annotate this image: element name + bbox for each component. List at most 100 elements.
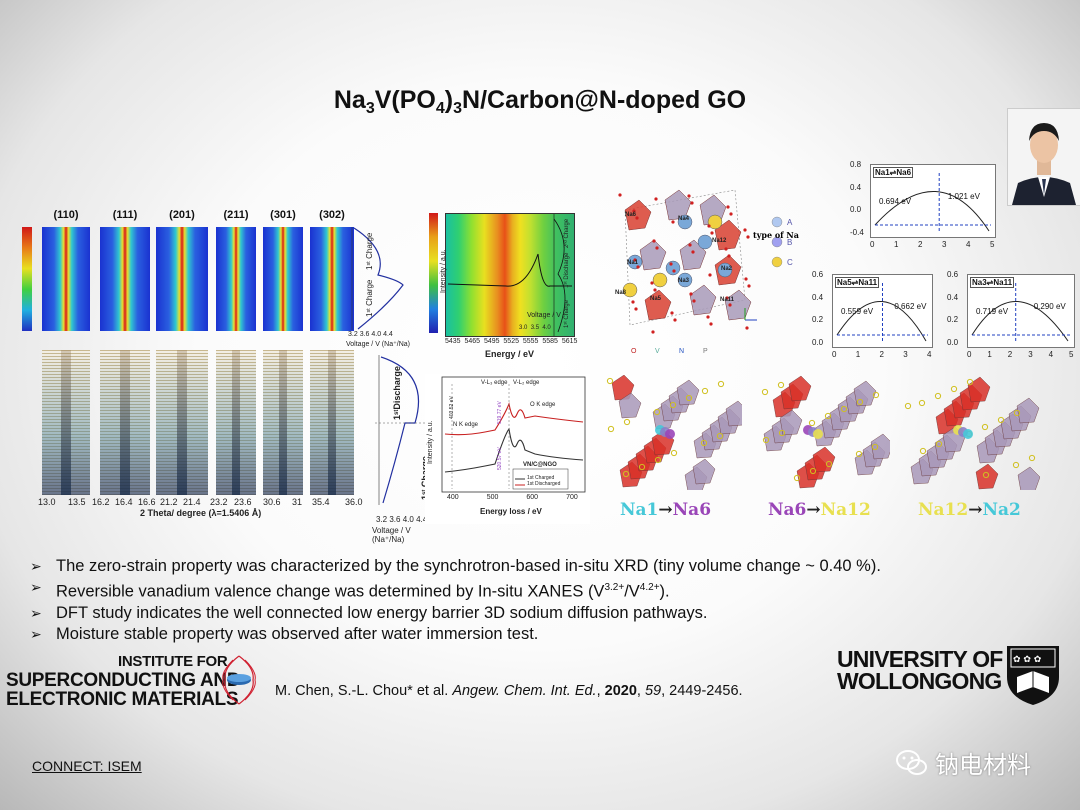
o-atom <box>747 284 751 288</box>
slide-title: Na3V(PO4)3N/Carbon@N-doped GO <box>0 86 1080 118</box>
xrd-panel: (302) <box>310 209 354 331</box>
element-label: P <box>703 348 708 355</box>
eels-legend-1: 1st Charged <box>527 475 555 481</box>
xanes-colorbar <box>429 213 438 333</box>
atom-label: Na12 <box>712 238 727 244</box>
dft-ytick: 0.2 <box>947 315 959 325</box>
atom-label: Na4 <box>678 216 690 222</box>
dft-xtick: 1 <box>987 350 992 359</box>
xrd-tick: 21.4 <box>183 497 201 507</box>
o-atom <box>746 235 750 239</box>
o-atom <box>669 262 673 266</box>
bullet-item: ➢ Moisture stable property was observed a… <box>30 624 539 643</box>
dft-xtick: 1 <box>855 350 861 359</box>
bullet-item: ➢ Reversible vanadium valence change was … <box>30 579 670 601</box>
na-type-swatch <box>771 236 783 248</box>
o-atom <box>633 258 637 262</box>
o-atom <box>688 243 692 247</box>
citation: M. Chen, S.-L. Chou* et al. Angew. Chem.… <box>275 683 743 699</box>
dft-energy-barrier: 0.559 eV <box>841 307 874 317</box>
na-type-swatch <box>771 216 783 228</box>
dft-curve <box>836 283 928 342</box>
pathway-label-part: → <box>806 500 821 520</box>
dft-ytick: -0.4 <box>850 228 864 237</box>
xrd-waterfall-panel <box>42 350 90 495</box>
xrd-panel: (201) <box>156 209 208 331</box>
xrd-waterfall-panel <box>310 350 354 495</box>
uow-crest-icon: ✿ ✿ ✿ <box>1007 646 1059 705</box>
o-atom <box>743 228 747 232</box>
element-label: V <box>655 348 660 355</box>
dft-plot: Na3⇌Na11 0.719 eV 0.290 eV <box>967 274 1075 348</box>
xrd-peak-label: (301) <box>270 209 296 221</box>
polyhedron <box>624 199 652 231</box>
findings-list: ➢ The zero-strain property was characteri… <box>30 556 1060 645</box>
eels-legend-2: 1st Discharged <box>527 481 561 487</box>
bullet-item: ➢ DFT study indicates the well connected … <box>30 603 708 622</box>
o-atom <box>691 250 695 254</box>
title-sub: 3 <box>453 100 463 117</box>
eels-ylabel: Intensity / a.u. <box>427 420 434 464</box>
na-atom <box>677 272 693 288</box>
uow-logo-text: UNIVERSITY OF WOLLONGONG <box>837 648 1003 693</box>
pathway-label: Na1→Na6 <box>620 500 711 520</box>
o-atom <box>650 281 654 285</box>
o-atom <box>631 300 635 304</box>
eels-n-edge: N K edge <box>453 422 479 428</box>
o-atom <box>728 303 732 307</box>
o-atom <box>670 311 674 315</box>
xrd-tick: 16.4 <box>115 497 133 507</box>
pathway-label: Na12→Na2 <box>918 500 1021 520</box>
isem-line-1: INSTITUTE FOR <box>118 653 228 670</box>
o-atom <box>618 193 622 197</box>
pathway-label-part: Na12 <box>820 500 871 520</box>
dft-ytick: 0.0 <box>812 338 824 347</box>
atom-label: Na3 <box>678 278 690 284</box>
diffusion-structure <box>761 375 890 489</box>
o-atom <box>632 209 636 213</box>
dft-xtick: 0 <box>870 240 875 249</box>
isem-line-2: SUPERCONDUCTING AND <box>6 670 241 691</box>
polyhedron <box>689 284 717 316</box>
wechat-icon <box>896 750 927 775</box>
dft-xtick: 2 <box>1007 350 1013 359</box>
o-atom <box>653 288 657 292</box>
dft-curve <box>874 173 991 232</box>
dft-ytick: 0.0 <box>947 338 959 347</box>
element-label: N <box>679 348 685 355</box>
xrd-tick: 21.2 <box>160 497 178 507</box>
element-label: O <box>631 348 637 355</box>
na-atom <box>717 262 733 278</box>
dft-energy-barrier: 0.290 eV <box>1033 302 1066 312</box>
na-type-label: type of Na <box>753 230 799 240</box>
portrait-image <box>1012 123 1076 205</box>
dft-ytick: 0.6 <box>812 270 824 279</box>
xrd-waterfall-panel <box>216 350 256 495</box>
polyhedron <box>679 239 707 271</box>
xrd-tick: 13.5 <box>68 497 86 507</box>
xanes-ticks: 5435 5465 5495 5525 5555 5585 5615 <box>445 338 578 345</box>
xrd-panel: (211) <box>216 209 256 331</box>
xrd-discharge-label: 1ˢᵗDischarge <box>392 366 402 420</box>
xrd-tick: 16.6 <box>138 497 156 507</box>
pathway-label-part: → <box>658 500 673 520</box>
xrd-voltage-curve-top <box>351 227 404 330</box>
magnet-icon <box>222 655 256 705</box>
dft-xtick: 4 <box>927 350 932 359</box>
connect-isem-link[interactable]: CONNECT: ISEM <box>32 758 142 774</box>
pathway-label-part: Na6 <box>672 500 712 520</box>
na-atom <box>652 272 668 288</box>
o-atom <box>708 273 712 277</box>
xrd-voltage-label-bottom: Voltage / V (Na⁺/Na) <box>372 526 411 544</box>
xrd-peak-label: (111) <box>112 209 138 221</box>
title-part: ) <box>444 86 454 114</box>
dft-energy-barrier: 0.662 eV <box>894 302 927 312</box>
xanes-voltage-ticks: 3.0 3.5 4.0 <box>519 325 551 331</box>
na-atom <box>677 214 693 230</box>
dft-ytick: 0.6 <box>947 270 959 279</box>
dft-energy-barrier: 0.694 eV <box>879 197 912 207</box>
crystal-structure: type of Na A B C Na4 Na6 Na1 Na12 Na2 Na3 Na11 Na… <box>605 180 800 360</box>
xrd-peak-label: (211) <box>223 209 249 221</box>
dft-plot: Na5⇌Na11 0.559 eV 0.662 eV <box>832 274 933 348</box>
